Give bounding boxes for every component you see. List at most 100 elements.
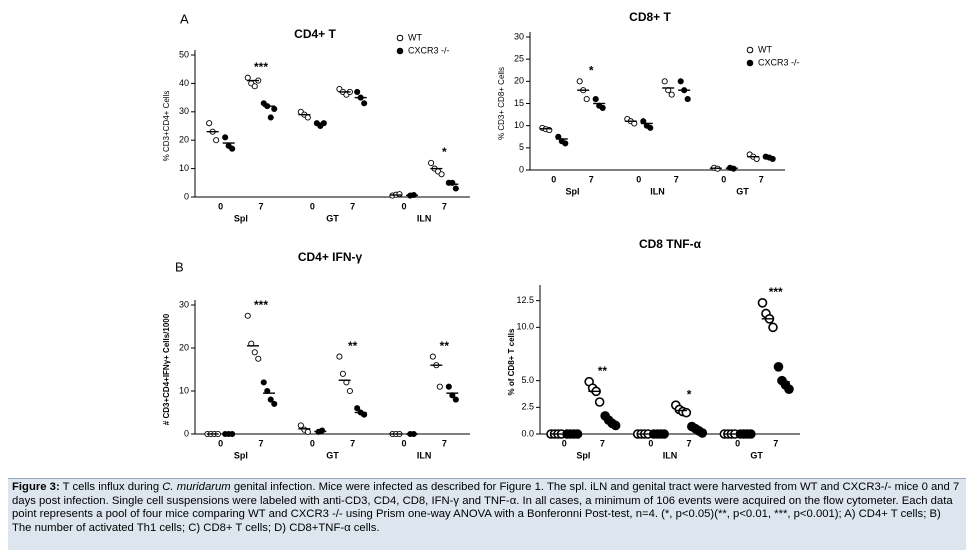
day-label: 0: [218, 201, 223, 211]
day-label: 0: [636, 174, 641, 184]
y-tick-label: 20: [179, 342, 189, 352]
day-label: 0: [401, 201, 406, 211]
significance: *: [687, 387, 692, 401]
significance: *: [442, 145, 447, 159]
legend-marker: [396, 47, 404, 55]
data-point: [244, 74, 251, 81]
y-tick-label: 0.0: [521, 428, 534, 438]
group-label: ILN: [650, 186, 665, 196]
data-point: [668, 91, 675, 98]
panel-title: CD4+ IFN-γ: [298, 250, 363, 264]
data-point: [757, 297, 768, 308]
panel-title: CD8+ T: [629, 10, 671, 24]
significance: ***: [254, 298, 268, 312]
data-point: [768, 322, 778, 333]
y-tick-label: 0: [519, 164, 524, 174]
data-point: [222, 134, 229, 141]
data-point: [206, 120, 213, 127]
day-label: 0: [551, 174, 556, 184]
data-point: [244, 312, 251, 319]
data-point: [251, 349, 258, 356]
y-axis-label: % CD3+ CD8+ Cells: [497, 67, 506, 140]
day-label: 7: [589, 174, 594, 184]
legend-marker: [746, 59, 754, 67]
data-point: [576, 78, 583, 85]
legend-label: CXCR3 -/-: [758, 57, 800, 67]
y-tick-label: 10.0: [516, 322, 534, 332]
y-tick-label: 2.5: [521, 402, 534, 412]
significance: **: [598, 364, 608, 378]
y-tick-label: 30: [514, 31, 524, 41]
data-point: [319, 427, 326, 434]
y-tick-label: 10: [514, 120, 524, 130]
data-point: [594, 397, 605, 407]
y-tick-label: 10: [179, 385, 189, 395]
panel-letter: A: [180, 11, 189, 26]
panel-title: CD8 TNF-α: [639, 237, 702, 251]
y-tick-label: 5.0: [521, 375, 534, 385]
data-point: [429, 353, 436, 360]
day-label: 0: [218, 438, 223, 448]
data-point: [255, 355, 262, 362]
data-point: [562, 140, 569, 147]
data-point: [647, 124, 654, 131]
data-point: [438, 171, 445, 178]
panel-title: CD4+ T: [294, 27, 336, 41]
panel-letter: B: [175, 259, 184, 274]
caption-label: Figure 3:: [12, 481, 60, 493]
data-point: [684, 96, 691, 103]
data-point: [697, 428, 708, 438]
data-point: [599, 104, 606, 111]
significance: ***: [254, 60, 268, 74]
group-label: Spl: [576, 450, 590, 460]
y-tick-label: 5: [519, 142, 524, 152]
day-label: 0: [310, 201, 315, 211]
group-label: Spl: [234, 213, 248, 223]
day-label: 7: [442, 438, 447, 448]
data-point: [336, 353, 343, 360]
caption-text: genital infection. Mice were infected as…: [12, 481, 960, 534]
data-point: [271, 400, 278, 407]
y-tick-label: 20: [179, 135, 189, 145]
day-label: 0: [721, 174, 726, 184]
data-point: [304, 428, 311, 435]
day-label: 7: [687, 438, 692, 448]
day-label: 7: [258, 438, 263, 448]
data-point: [445, 383, 452, 390]
y-axis-label: % of CD8+ T cells: [507, 328, 516, 395]
data-point: [346, 387, 353, 395]
day-label: 0: [310, 438, 315, 448]
data-point: [661, 78, 668, 85]
group-label: GT: [750, 450, 763, 460]
caption: Figure 3: T cells influx during C. murid…: [8, 478, 966, 550]
group-label: Spl: [565, 186, 579, 196]
data-point: [213, 137, 220, 144]
y-tick-label: 0: [184, 191, 189, 201]
day-label: 0: [648, 438, 653, 448]
y-tick-label: 30: [179, 299, 189, 309]
data-point: [436, 383, 443, 390]
y-axis-label: # CD3+CD4+IFNγ+ Cells/1000: [162, 313, 171, 425]
data-point: [297, 422, 304, 429]
data-point: [251, 83, 258, 90]
data-point: [592, 96, 599, 103]
data-point: [773, 361, 784, 372]
data-point: [271, 105, 278, 113]
data-point: [229, 145, 236, 152]
caption-text: T cells influx during: [59, 481, 163, 493]
day-label: 7: [442, 201, 447, 211]
data-point: [583, 96, 590, 103]
y-tick-label: 20: [514, 76, 524, 86]
group-label: GT: [326, 213, 339, 223]
y-tick-label: 15: [514, 98, 524, 108]
day-label: 0: [735, 438, 740, 448]
legend-marker: [396, 34, 404, 42]
legend-label: WT: [408, 32, 422, 42]
group-label: ILN: [417, 450, 432, 460]
data-point: [267, 396, 274, 403]
y-tick-label: 12.5: [516, 295, 534, 305]
data-point: [396, 191, 403, 198]
group-label: ILN: [663, 450, 678, 460]
data-point: [260, 379, 267, 386]
